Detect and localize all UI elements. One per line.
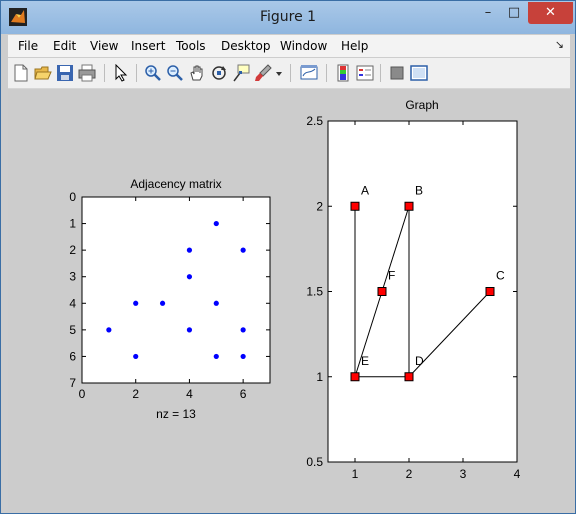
graph-node-label: B xyxy=(415,183,423,197)
matrix-nonzero-point xyxy=(186,327,193,333)
matlab-logo-icon xyxy=(9,8,27,26)
minimize-button[interactable]: – xyxy=(484,5,492,20)
window-title: Figure 1 xyxy=(259,9,317,25)
new-figure-icon[interactable] xyxy=(12,64,30,82)
legend-icon[interactable] xyxy=(356,64,374,82)
maximize-button[interactable]: □ xyxy=(507,5,521,20)
x-tick-label: 4 xyxy=(514,467,521,481)
close-button[interactable]: ✕ xyxy=(528,2,573,24)
y-tick-label: 0 xyxy=(69,190,76,204)
zoom-in-icon[interactable] xyxy=(144,64,162,82)
menu-bar: File Edit View Insert Tools Desktop Wind… xyxy=(8,35,570,57)
x-tick-label: 0 xyxy=(79,387,86,401)
x-tick-label: 6 xyxy=(240,387,247,401)
adjacency-title: Adjacency matrix xyxy=(130,177,221,191)
matrix-nonzero-point xyxy=(186,247,193,253)
open-file-icon[interactable] xyxy=(34,64,52,82)
toolbar-separator xyxy=(326,64,327,82)
y-tick-label: 1 xyxy=(69,217,76,231)
matrix-nonzero-point xyxy=(186,274,193,280)
y-tick-label: 6 xyxy=(69,349,76,363)
adjacency-matrix-axes[interactable]: Adjacency matrix nz = 13 0 2 4 6 0 1 2 3 4 5 6 7 xyxy=(69,177,271,421)
menu-window[interactable]: Window xyxy=(280,39,328,53)
print-icon[interactable] xyxy=(78,64,96,82)
link-plot-icon[interactable] xyxy=(300,64,318,82)
y-tick-label: 2.5 xyxy=(306,114,323,128)
matrix-nonzero-point xyxy=(133,300,139,306)
zoom-out-icon[interactable] xyxy=(166,64,184,82)
adjacency-axes-box xyxy=(81,196,271,384)
x-tick-label: 1 xyxy=(352,467,359,481)
graph-node-marker xyxy=(350,372,360,382)
matrix-nonzero-point xyxy=(213,220,219,227)
graph-edge xyxy=(354,291,383,377)
graph-node-label: D xyxy=(415,354,424,368)
y-tick-label: 5 xyxy=(69,323,76,337)
graph-node-marker xyxy=(350,201,360,211)
show-plot-tools-icon[interactable] xyxy=(410,64,428,82)
graph-node-marker xyxy=(485,287,495,296)
matrix-nonzero-point xyxy=(240,327,246,333)
x-tick-label: 4 xyxy=(186,387,193,401)
menu-edit[interactable]: Edit xyxy=(53,39,77,53)
graph-axes[interactable]: Graph 1 2 3 4 0.5 1 1.5 2 2.5 A B C D E F xyxy=(306,98,520,481)
graph-title: Graph xyxy=(405,98,438,112)
matrix-nonzero-point xyxy=(213,300,219,306)
matrix-nonzero-point xyxy=(106,327,112,333)
graph-node-marker xyxy=(404,372,414,382)
graph-node-label: A xyxy=(361,183,369,197)
matrix-nonzero-point xyxy=(133,353,139,360)
menu-tools[interactable]: Tools xyxy=(176,39,206,53)
y-tick-label: 1.5 xyxy=(306,285,323,299)
y-tick-label: 4 xyxy=(69,296,76,310)
colorbar-icon[interactable] xyxy=(334,64,352,82)
figure-toolbar xyxy=(8,58,570,89)
y-tick-label: 1 xyxy=(316,370,323,384)
x-tick-label: 3 xyxy=(460,467,467,481)
y-tick-label: 2 xyxy=(316,199,323,213)
pointer-icon[interactable] xyxy=(112,64,130,82)
y-tick-label: 3 xyxy=(69,270,76,284)
brush-icon[interactable] xyxy=(254,64,272,82)
menu-view[interactable]: View xyxy=(90,39,119,53)
graph-edge xyxy=(408,291,491,378)
graph-node-label: E xyxy=(361,354,369,368)
dock-arrow-icon[interactable]: ↘ xyxy=(554,38,564,51)
title-bar[interactable]: Figure 1 – □ ✕ xyxy=(1,1,575,34)
toolbar-separator xyxy=(290,64,291,82)
y-tick-label: 2 xyxy=(69,243,76,257)
y-tick-label: 7 xyxy=(69,376,76,390)
toolbar-separator xyxy=(136,64,137,82)
x-tick-label: 2 xyxy=(406,467,413,481)
data-cursor-icon[interactable] xyxy=(232,64,250,82)
graph-node-marker xyxy=(377,287,387,296)
figure-canvas: Adjacency matrix nz = 13 0 2 4 6 0 1 2 3 4 5 6 7 Gr… xyxy=(8,89,570,510)
figure-plots: Adjacency matrix nz = 13 0 2 4 6 0 1 2 3 4 5 6 7 Gr… xyxy=(69,98,520,481)
toolbar-separator xyxy=(380,64,381,82)
hide-plot-tools-icon[interactable] xyxy=(388,64,406,82)
graph-node-label: C xyxy=(496,269,505,283)
brush-dropdown-icon[interactable] xyxy=(274,64,284,82)
menu-file[interactable]: File xyxy=(18,39,39,53)
matrix-nonzero-point xyxy=(159,300,166,306)
save-icon[interactable] xyxy=(56,64,74,82)
menu-desktop[interactable]: Desktop xyxy=(221,39,271,53)
toolbar-separator xyxy=(104,64,105,82)
pan-icon[interactable] xyxy=(188,64,206,82)
adjacency-xlabel: nz = 13 xyxy=(156,407,196,421)
matrix-nonzero-point xyxy=(213,353,219,360)
menu-help[interactable]: Help xyxy=(341,39,369,53)
graph-edge xyxy=(381,206,410,292)
graph-node-marker xyxy=(404,201,414,211)
matrix-nonzero-point xyxy=(240,247,246,253)
rotate-3d-icon[interactable] xyxy=(210,64,228,82)
y-tick-label: 0.5 xyxy=(306,455,323,469)
graph-node-label: F xyxy=(388,269,395,283)
x-tick-label: 2 xyxy=(132,387,139,401)
menu-insert[interactable]: Insert xyxy=(131,39,166,53)
matrix-nonzero-point xyxy=(240,353,246,360)
